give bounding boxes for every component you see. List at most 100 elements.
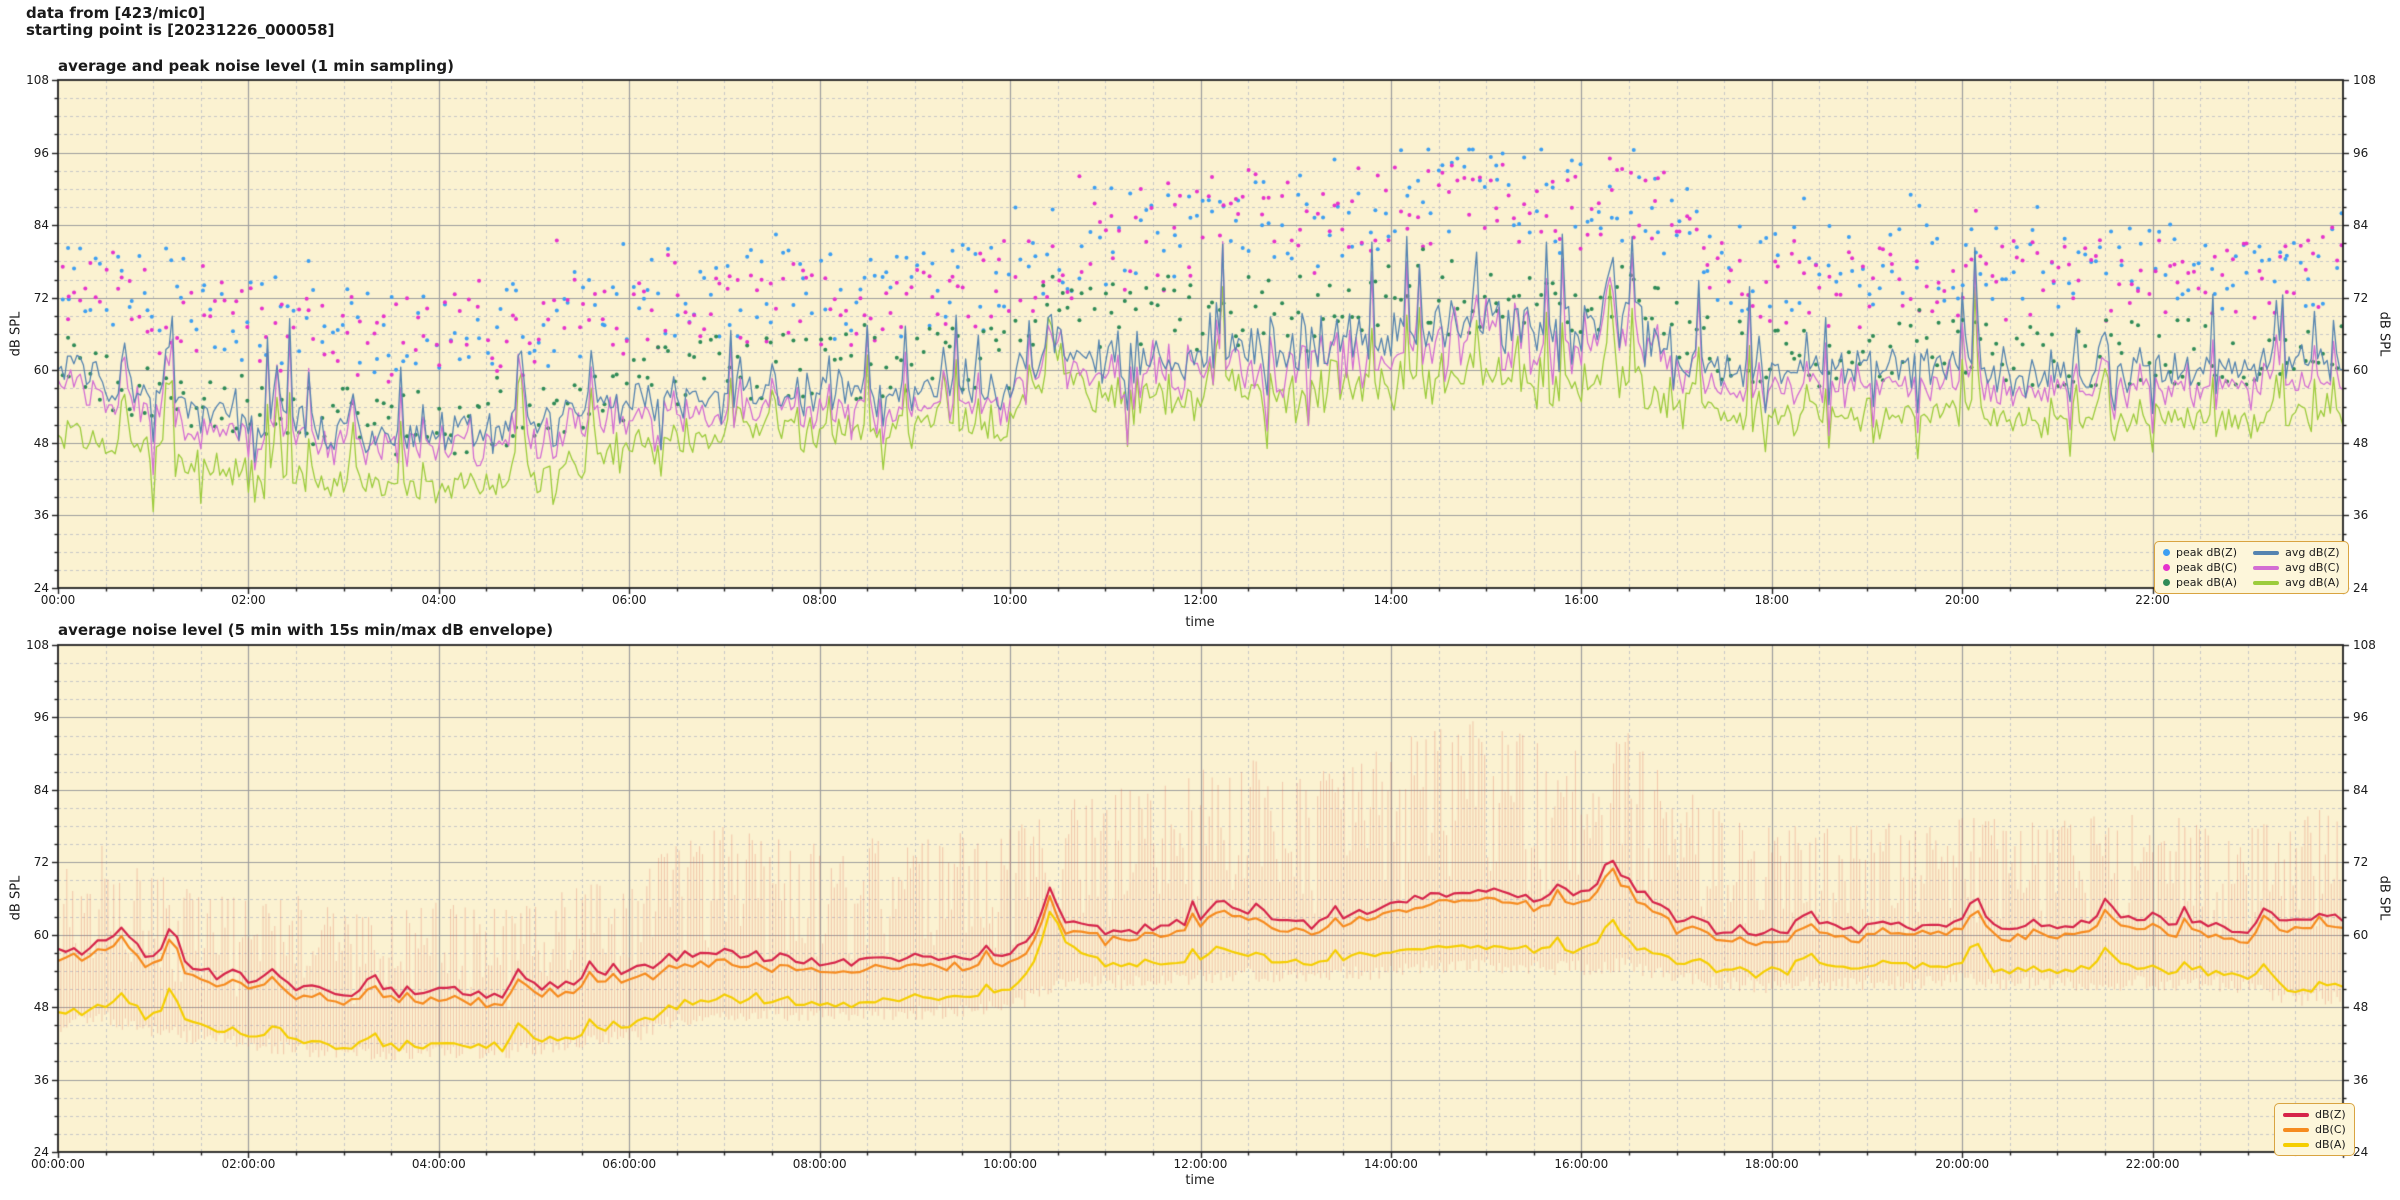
legend-entry-label: dB(A) bbox=[2315, 1137, 2346, 1151]
bottom-chart-title: average noise level (5 min with 15s min/… bbox=[58, 621, 554, 639]
legend-line-marker bbox=[2253, 550, 2280, 555]
x-tick-label: 00:00 bbox=[40, 593, 76, 607]
x-tick-label: 18:00:00 bbox=[1744, 1157, 1799, 1171]
y-tick-label-left: 48 bbox=[33, 435, 49, 450]
y-tick-label-left: 96 bbox=[33, 145, 49, 160]
legend-line-marker bbox=[2283, 1112, 2309, 1117]
legend-column: dB(Z) dB(C) dB(A) bbox=[2283, 1108, 2346, 1151]
legend-entry: peak dB(A) bbox=[2163, 576, 2237, 589]
top-xaxis-label: time bbox=[1185, 615, 1215, 630]
legend-entry-label: dB(Z) bbox=[2315, 1107, 2346, 1121]
y-tick-label-right: 96 bbox=[2353, 710, 2369, 725]
header-line2: starting point is [20231226_000058] bbox=[26, 21, 335, 39]
legend-entry: avg dB(Z) bbox=[2253, 546, 2340, 559]
y-tick-label-right: 84 bbox=[2353, 782, 2369, 797]
x-tick-label: 08:00 bbox=[802, 593, 837, 607]
x-tick-label: 10:00 bbox=[992, 593, 1028, 607]
y-tick-label-left: 84 bbox=[33, 782, 49, 797]
y-tick-label-right: 36 bbox=[2353, 1072, 2369, 1087]
y-tick-label-left: 48 bbox=[33, 1000, 49, 1015]
y-tick-label-right: 36 bbox=[2353, 508, 2369, 523]
x-tick-label: 12:00 bbox=[1183, 593, 1218, 607]
x-tick-label: 02:00:00 bbox=[221, 1157, 276, 1171]
legend-dot-marker bbox=[2163, 579, 2170, 586]
legend-entry: dB(A) bbox=[2283, 1138, 2346, 1151]
top-chart-title: average and peak noise level (1 min samp… bbox=[58, 57, 454, 75]
legend-line-marker bbox=[2283, 1142, 2309, 1147]
y-tick-label-left: 108 bbox=[26, 73, 49, 87]
y-tick-label-left: 36 bbox=[33, 1072, 49, 1087]
y-tick-label-right: 108 bbox=[2353, 638, 2376, 652]
y-tick-label-right: 24 bbox=[2353, 1145, 2369, 1159]
legend-entry-label: dB(C) bbox=[2315, 1122, 2346, 1136]
bottom-yaxis-label-left: dB SPL bbox=[8, 875, 24, 921]
y-tick-label-right: 84 bbox=[2353, 218, 2369, 233]
legend-line-marker bbox=[2253, 565, 2280, 570]
x-tick-label: 20:00 bbox=[1944, 593, 1980, 607]
x-tick-label: 06:00 bbox=[611, 593, 647, 607]
bottom-xaxis-label: time bbox=[1185, 1173, 1215, 1188]
y-tick-label-right: 108 bbox=[2353, 73, 2376, 87]
x-tick-label: 18:00 bbox=[1754, 593, 1790, 607]
legend-entry: dB(Z) bbox=[2283, 1108, 2346, 1121]
x-tick-label: 22:00:00 bbox=[2125, 1157, 2180, 1171]
legend-entry-label: peak dB(C) bbox=[2176, 560, 2238, 574]
x-tick-label: 00:00:00 bbox=[31, 1157, 85, 1171]
legend-dot-marker bbox=[2163, 549, 2170, 556]
legend-entry-label: avg dB(C) bbox=[2285, 560, 2340, 574]
legend-entry: avg dB(A) bbox=[2253, 576, 2340, 589]
legend-entry: peak dB(C) bbox=[2163, 561, 2237, 574]
legend-dot-marker bbox=[2163, 564, 2170, 571]
y-tick-label-right: 60 bbox=[2353, 927, 2369, 942]
legend-column: avg dB(Z) avg dB(C) avg dB(A) bbox=[2253, 546, 2340, 589]
legend-entry-label: peak dB(Z) bbox=[2176, 545, 2238, 559]
legend-entry-label: avg dB(Z) bbox=[2285, 545, 2340, 559]
bottom-yaxis-label-right: dB SPL bbox=[2376, 875, 2392, 921]
x-tick-label: 08:00:00 bbox=[792, 1157, 847, 1171]
y-tick-label-left: 60 bbox=[33, 927, 49, 942]
top-yaxis-label-right: dB SPL bbox=[2376, 311, 2392, 357]
legend-line-marker bbox=[2283, 1127, 2309, 1132]
header-line1: data from [423/mic0] bbox=[26, 4, 206, 22]
y-tick-label-right: 48 bbox=[2353, 435, 2369, 450]
legend-entry-label: peak dB(A) bbox=[2176, 575, 2237, 589]
legend-entry-label: avg dB(A) bbox=[2285, 575, 2340, 589]
y-tick-label-right: 48 bbox=[2353, 1000, 2369, 1015]
y-tick-label-right: 96 bbox=[2353, 145, 2369, 160]
x-tick-label: 20:00:00 bbox=[1935, 1157, 1990, 1171]
x-tick-label: 16:00 bbox=[1564, 593, 1599, 607]
y-tick-label-left: 24 bbox=[33, 1145, 49, 1159]
bottom-chart-legend: dB(Z) dB(C) dB(A) bbox=[2274, 1103, 2355, 1156]
y-tick-label-right: 24 bbox=[2353, 581, 2369, 595]
x-tick-label: 16:00:00 bbox=[1554, 1157, 1609, 1171]
y-tick-label-left: 72 bbox=[33, 290, 49, 305]
legend-entry: avg dB(C) bbox=[2253, 561, 2340, 574]
top-yaxis-label-left: dB SPL bbox=[8, 311, 24, 357]
y-tick-label-left: 96 bbox=[33, 710, 49, 725]
x-tick-label: 02:00 bbox=[231, 593, 266, 607]
legend-entry: dB(C) bbox=[2283, 1123, 2346, 1136]
legend-line-marker bbox=[2253, 580, 2280, 585]
x-tick-label: 04:00:00 bbox=[411, 1157, 466, 1171]
y-tick-label-left: 60 bbox=[33, 363, 49, 378]
y-tick-label-right: 72 bbox=[2353, 855, 2369, 870]
y-tick-label-left: 36 bbox=[33, 508, 49, 523]
legend-column: peak dB(Z) peak dB(C) peak dB(A) bbox=[2163, 546, 2237, 589]
x-tick-label: 04:00 bbox=[421, 593, 457, 607]
top-chart-legend: peak dB(Z) peak dB(C) peak dB(A) avg dB(Z) a… bbox=[2154, 541, 2349, 594]
y-tick-label-right: 60 bbox=[2353, 363, 2369, 378]
y-tick-label-left: 108 bbox=[26, 638, 49, 652]
x-tick-label: 14:00:00 bbox=[1363, 1157, 1418, 1171]
x-tick-label: 10:00:00 bbox=[983, 1157, 1038, 1171]
y-tick-label-left: 72 bbox=[33, 855, 49, 870]
x-tick-label: 06:00:00 bbox=[602, 1157, 657, 1171]
y-tick-label-left: 24 bbox=[33, 581, 49, 595]
x-tick-label: 12:00:00 bbox=[1173, 1157, 1228, 1171]
x-tick-label: 14:00 bbox=[1373, 593, 1409, 607]
y-tick-label-left: 84 bbox=[33, 218, 49, 233]
legend-entry: peak dB(Z) bbox=[2163, 546, 2237, 559]
y-tick-label-right: 72 bbox=[2353, 290, 2369, 305]
x-tick-label: 22:00 bbox=[2135, 593, 2170, 607]
